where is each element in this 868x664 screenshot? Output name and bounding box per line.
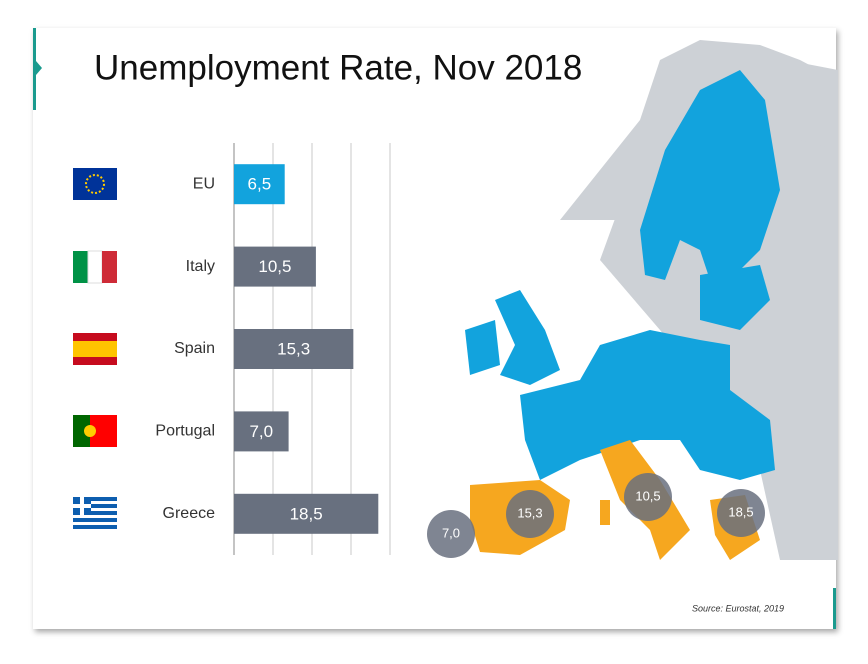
category-label: Italy — [186, 258, 215, 275]
value-label: 10,5 — [258, 257, 291, 276]
flags — [73, 168, 117, 529]
map-bubble — [427, 510, 475, 558]
accent-arrow — [36, 61, 42, 75]
accent — [833, 588, 836, 629]
category-label: EU — [193, 175, 215, 192]
map-bubble-label: 15,3 — [517, 505, 542, 520]
map-bubble — [624, 473, 672, 521]
bar — [234, 164, 285, 205]
accent — [33, 28, 36, 110]
source: Source: Eurostat, 2019 — [692, 603, 784, 613]
map-bubble-label: 7,0 — [442, 525, 460, 540]
bar — [234, 246, 316, 287]
category-label: Greece — [163, 505, 216, 522]
category-label: Portugal — [155, 423, 215, 440]
category-label: Spain — [174, 340, 215, 357]
bar — [234, 493, 379, 534]
bar — [234, 411, 289, 452]
map-bubble-label: 10,5 — [635, 488, 660, 503]
map-bubble — [717, 489, 765, 537]
value-label: 7,0 — [249, 422, 273, 441]
value-label: 15,3 — [277, 339, 310, 358]
chart-title: Unemployment Rate, Nov 2018 — [94, 48, 582, 87]
map-bubble-label: 18,5 — [728, 504, 753, 519]
value-label: 6,5 — [248, 175, 272, 194]
value-label: 18,5 — [290, 504, 323, 523]
map-bubble — [506, 490, 554, 538]
bar — [234, 329, 354, 369]
